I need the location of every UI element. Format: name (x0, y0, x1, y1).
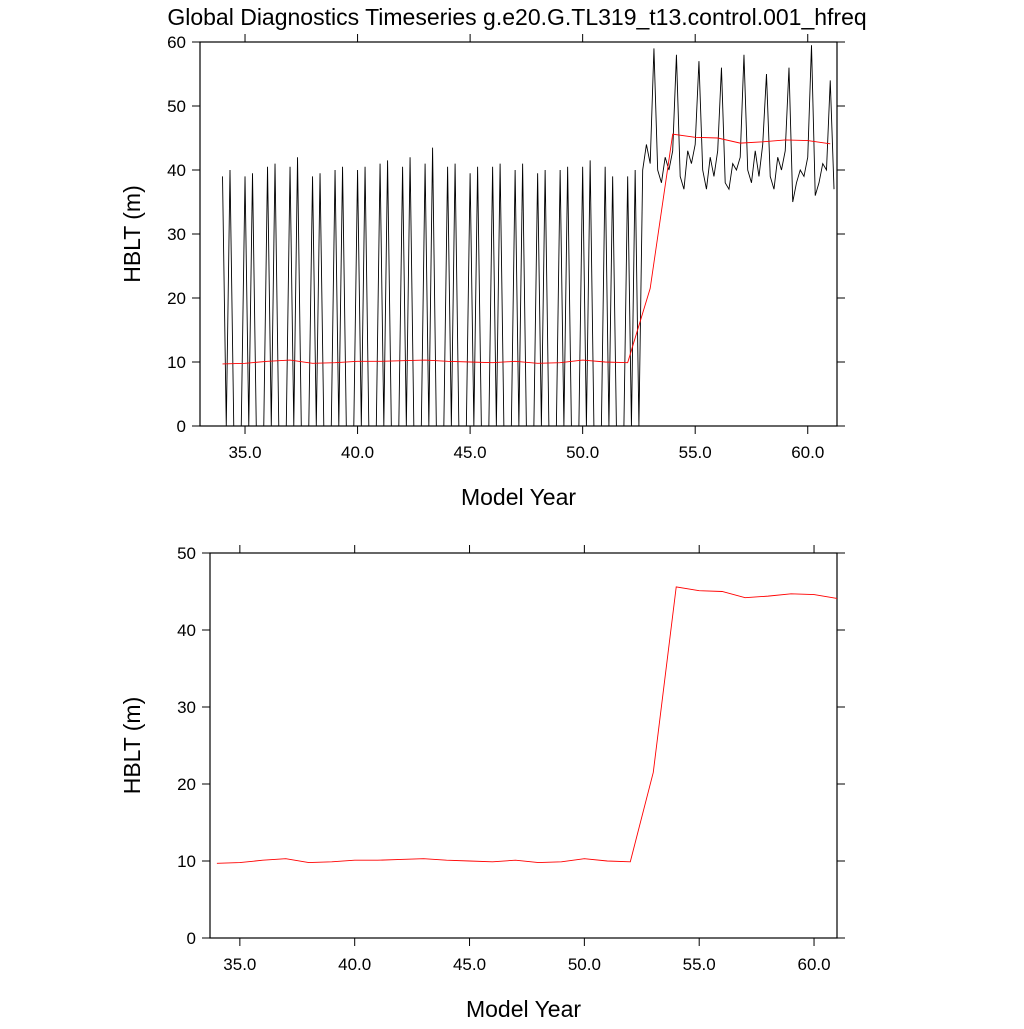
y-tick-label: 40 (167, 161, 186, 180)
x-tick-label: 50.0 (566, 443, 599, 462)
data-line (222, 133, 831, 365)
x-tick-label: 40.0 (341, 443, 374, 462)
y-tick-label: 10 (167, 353, 186, 372)
y-tick-label: 0 (177, 417, 186, 436)
y-tick-label: 20 (177, 775, 196, 794)
x-tick-label: 60.0 (791, 443, 824, 462)
panel: 0 10 20 30 40 50 60 35.0 40.0 45.0 50.0 55.0 60.0 Mod… (119, 33, 845, 510)
x-tick-label: 55.0 (679, 443, 712, 462)
x-tick-label: 55.0 (683, 955, 716, 974)
chart-title: Global Diagnostics Timeseries g.e20.G.TL… (167, 4, 866, 30)
x-tick-label: 35.0 (223, 955, 256, 974)
y-tick-label: 50 (167, 97, 186, 116)
y-tick-label: 10 (177, 852, 196, 871)
y-tick-label: 60 (167, 33, 186, 52)
y-axis-label: HBLT (m) (119, 185, 145, 283)
plot-frame (209, 552, 838, 939)
y-tick-label: 40 (177, 621, 196, 640)
x-tick-label: 35.0 (228, 443, 261, 462)
data-line (222, 45, 835, 427)
x-tick-label: 40.0 (338, 955, 371, 974)
x-tick-label: 45.0 (454, 443, 487, 462)
y-tick-label: 50 (177, 544, 196, 563)
y-axis-label: HBLT (m) (119, 697, 145, 795)
plot-frame (199, 41, 838, 427)
y-tick-label: 30 (167, 225, 186, 244)
y-tick-label: 0 (187, 929, 196, 948)
x-tick-label: 60.0 (797, 955, 830, 974)
data-line (216, 586, 838, 864)
panel: 0 10 20 30 40 50 35.0 40.0 45.0 50.0 55.0 60.0 Model… (119, 544, 845, 1022)
x-tick-label: 45.0 (453, 955, 486, 974)
y-tick-label: 30 (177, 698, 196, 717)
x-axis-label: Model Year (466, 996, 581, 1022)
y-tick-label: 20 (167, 289, 186, 308)
x-axis-label: Model Year (461, 484, 576, 510)
x-tick-label: 50.0 (568, 955, 601, 974)
